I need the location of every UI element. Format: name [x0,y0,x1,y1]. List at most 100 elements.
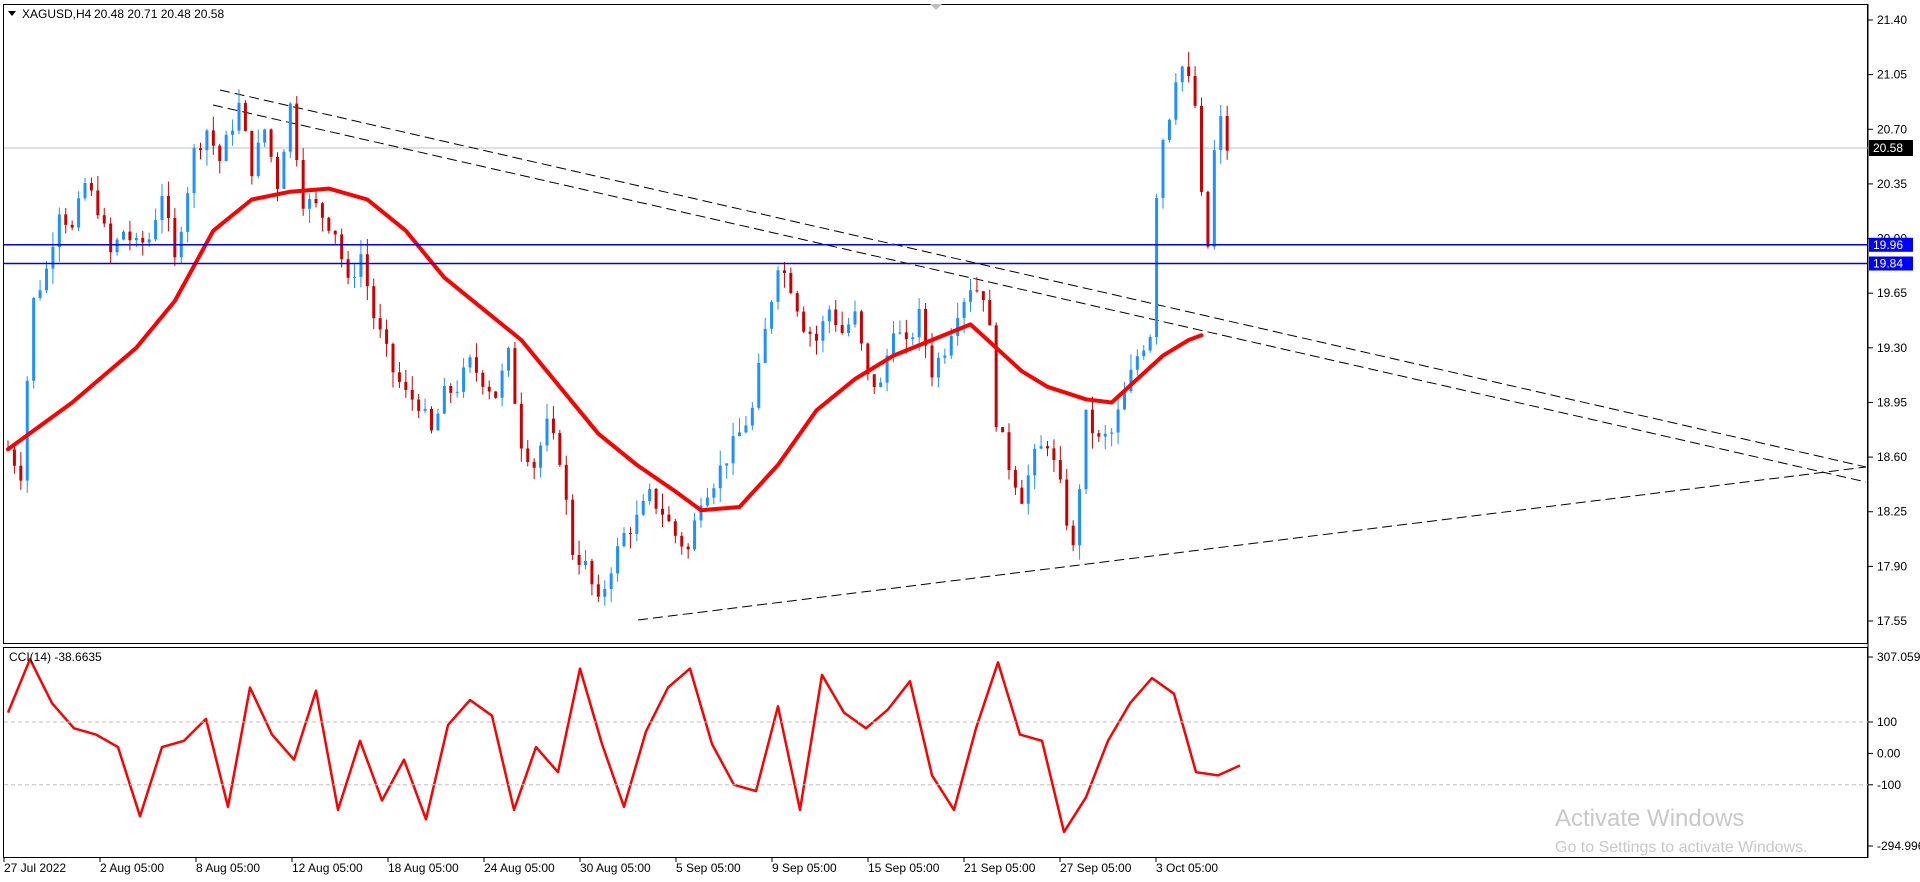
candle-body [346,259,350,278]
time-tick-label: 21 Sep 05:00 [964,861,1036,875]
candle-body [192,148,196,194]
horizontal-levels[interactable]: 19.96 19.84 [4,237,1913,271]
symbol-dropdown-icon[interactable] [8,11,16,16]
candle-body [397,372,401,382]
candle-body [705,497,709,506]
candle-body [186,193,190,232]
candle-body [853,311,857,325]
candle-body [173,218,177,258]
candle-body [603,588,607,597]
price-tick-label: 17.90 [1877,559,1907,573]
candle-body [199,148,202,151]
cci-tick-label: 307.059 [1877,650,1920,664]
candle-body [564,464,568,500]
candle-body [994,325,998,428]
time-tick-label: 9 Sep 05:00 [772,861,837,875]
candle-body [1129,369,1133,392]
candle-body [930,345,934,378]
candle-body [879,382,883,387]
candle-body [141,237,145,243]
candle-body [57,214,61,247]
candle-body [680,535,684,547]
candle-body [102,215,106,224]
candle-body [122,231,125,240]
cci-tick-label: -294.996 [1877,839,1920,853]
candle-body [391,343,395,373]
time-tick-label: 18 Aug 05:00 [388,861,459,875]
candle-body [333,230,337,235]
candle-body [1148,337,1152,351]
candle-body [628,533,632,535]
candle-body [988,300,992,326]
candle-body [815,333,818,341]
activate-windows-title: Activate Windows [1555,805,1744,832]
candle-body [1167,119,1171,141]
candle-body [1161,140,1165,198]
candle-body [956,318,960,336]
candle-body [449,386,453,393]
candle-body [494,391,498,398]
candle-body [776,270,780,302]
candle-body [70,224,74,228]
candle-body [571,499,575,555]
cci-label: CCI(14) -38.6635 [9,650,102,664]
candle-body [263,129,267,143]
candle-body [417,399,421,411]
candle-body [365,254,369,287]
candle-body [904,332,908,340]
candle-body [532,462,536,468]
candle-body [1135,356,1139,370]
candle-body [1065,479,1069,526]
candle-body [462,367,466,392]
candle-body [205,130,209,151]
candle-body [1058,460,1062,480]
candle-body [1071,525,1075,546]
cci-tick-label: 0.00 [1877,746,1901,760]
candle-body [936,357,940,378]
candle-body [1225,116,1229,151]
candle-body [83,183,87,199]
current-price-tag [1869,140,1913,157]
candle-body [802,311,806,332]
candle-body [1052,448,1056,461]
candle-body [507,348,510,371]
candle-body [237,102,241,131]
candle-body [1180,66,1184,83]
candle-body [32,298,36,381]
candle-body [308,198,312,209]
candle-body [410,389,414,400]
time-tick-label: 24 Aug 05:00 [484,861,555,875]
candle-body [859,311,863,344]
candle-body [911,337,915,340]
time-tick-label: 27 Jul 2022 [4,861,66,875]
candle-body [115,239,119,253]
candle-body [314,198,318,204]
candle-body [782,270,786,274]
candle-body [789,273,793,294]
cci-series [6,657,1241,834]
candle-body [423,408,427,411]
scroll-marker-icon[interactable] [930,4,942,10]
candle-body [969,290,972,302]
candle-body [1187,66,1191,77]
price-tick-label: 19.65 [1877,286,1907,300]
price-tick-label: 18.95 [1877,395,1907,409]
indicator-frame [3,647,1868,858]
candle-body [898,332,902,334]
candle-body [539,445,543,468]
candle-body [64,214,68,225]
price-tick-label: 18.25 [1877,505,1907,519]
candle-body [1084,409,1088,490]
candle-body [962,301,966,319]
candle-body [519,403,523,449]
candle-body [288,103,292,152]
candle-body [1174,82,1178,120]
candle-body [654,488,658,509]
candle-body [949,335,953,356]
candle-body [750,407,754,426]
candle-body [622,533,626,547]
candle-body [1078,489,1082,546]
candle-body [51,246,55,269]
candle-body [404,381,408,390]
